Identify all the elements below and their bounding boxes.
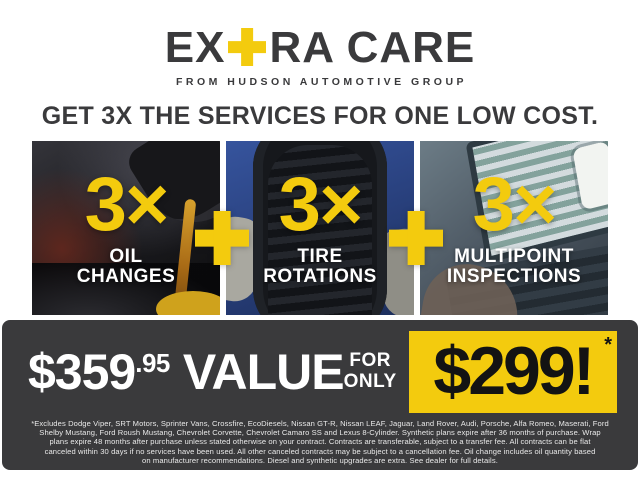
- tire-tread-pattern: [268, 145, 372, 315]
- sale-price-asterisk: *: [604, 334, 612, 356]
- service-label-line2: ROTATIONS: [263, 266, 377, 288]
- plus-icon: [228, 28, 266, 66]
- panel-oil-content: 3× OIL CHANGES: [32, 141, 220, 315]
- logo-row: EX RA CARE: [0, 26, 640, 70]
- logo-text-suffix: RA CARE: [269, 23, 476, 72]
- service-label-line1: TIRE: [297, 245, 343, 267]
- value-price-cents: .95: [135, 348, 170, 378]
- multiplier-3x: 3×: [84, 162, 170, 248]
- panel-inspect-content: 3× MULTIPOINT INSPECTIONS: [420, 141, 608, 315]
- for-only-line1: FOR: [349, 350, 391, 372]
- plus-separator-icon: [389, 211, 443, 265]
- value-price: $359 .95 VALUE: [28, 344, 345, 400]
- multiplier-3x: 3×: [278, 162, 364, 248]
- sale-price-box: $299! *: [408, 331, 617, 413]
- logo-text-prefix: EX: [164, 23, 226, 72]
- plus-separator-icon: [195, 211, 249, 265]
- for-only-label: FOR ONLY: [344, 351, 397, 392]
- service-label: TIRE ROTATIONS: [263, 245, 377, 288]
- service-label-line1: OIL: [109, 245, 143, 267]
- value-price-dollars: $359: [28, 344, 136, 400]
- panel-tire-rotations: 3× TIRE ROTATIONS: [226, 141, 414, 315]
- disclaimer-line: *Excludes Dodge Viper, SRT Motors, Sprin…: [31, 419, 609, 428]
- service-label-line2: CHANGES: [76, 266, 176, 288]
- oil-funnel-shape: [156, 291, 220, 315]
- brand-tagline: FROM HUDSON AUTOMOTIVE GROUP: [175, 76, 468, 88]
- disclaimer-line: Shelby Mustang, Ford Roush Mustang, Chev…: [39, 428, 601, 438]
- disclaimer-line: on manufacturer recommendations. Diesel …: [142, 455, 498, 465]
- panel-tire-content: 3× TIRE ROTATIONS: [226, 141, 414, 315]
- value-label: VALUE: [182, 344, 345, 400]
- service-panels: 3× OIL CHANGES 3× TIRE ROTATIONS: [32, 141, 608, 315]
- multiplier-3x: 3×: [472, 162, 558, 248]
- price-row: $359 .95 VALUE FOR ONLY $299! *: [28, 331, 617, 413]
- panel-multipoint-inspections: 3× MULTIPOINT INSPECTIONS: [420, 141, 608, 315]
- tire-hold-photo: [226, 141, 414, 315]
- service-label: MULTIPOINT INSPECTIONS: [446, 245, 582, 288]
- inspection-laptop-photo: [420, 141, 608, 315]
- oil-pour-photo: [32, 141, 220, 315]
- service-label: OIL CHANGES: [76, 245, 176, 288]
- service-label-line1: MULTIPOINT: [454, 245, 574, 267]
- service-label-line2: INSPECTIONS: [446, 266, 582, 288]
- disclaimer-line: canceled within 30 days if no services h…: [44, 446, 596, 456]
- for-only-line2: ONLY: [343, 371, 397, 392]
- disclaimer-line: plans expire 48 months after purchase un…: [49, 437, 591, 447]
- sale-price: $299!: [433, 333, 595, 409]
- disclaimer-text: *Excludes Dodge Viper, SRT Motors, Sprin…: [14, 419, 626, 465]
- headline: GET 3X THE SERVICES FOR ONE LOW COST.: [41, 102, 599, 130]
- brand-logo: EX RA CARE FROM HUDSON AUTOMOTIVE GROUP: [0, 26, 640, 89]
- panel-oil-changes: 3× OIL CHANGES: [32, 141, 220, 315]
- offer-band: $359 .95 VALUE FOR ONLY $299! * *Exclude…: [2, 320, 638, 470]
